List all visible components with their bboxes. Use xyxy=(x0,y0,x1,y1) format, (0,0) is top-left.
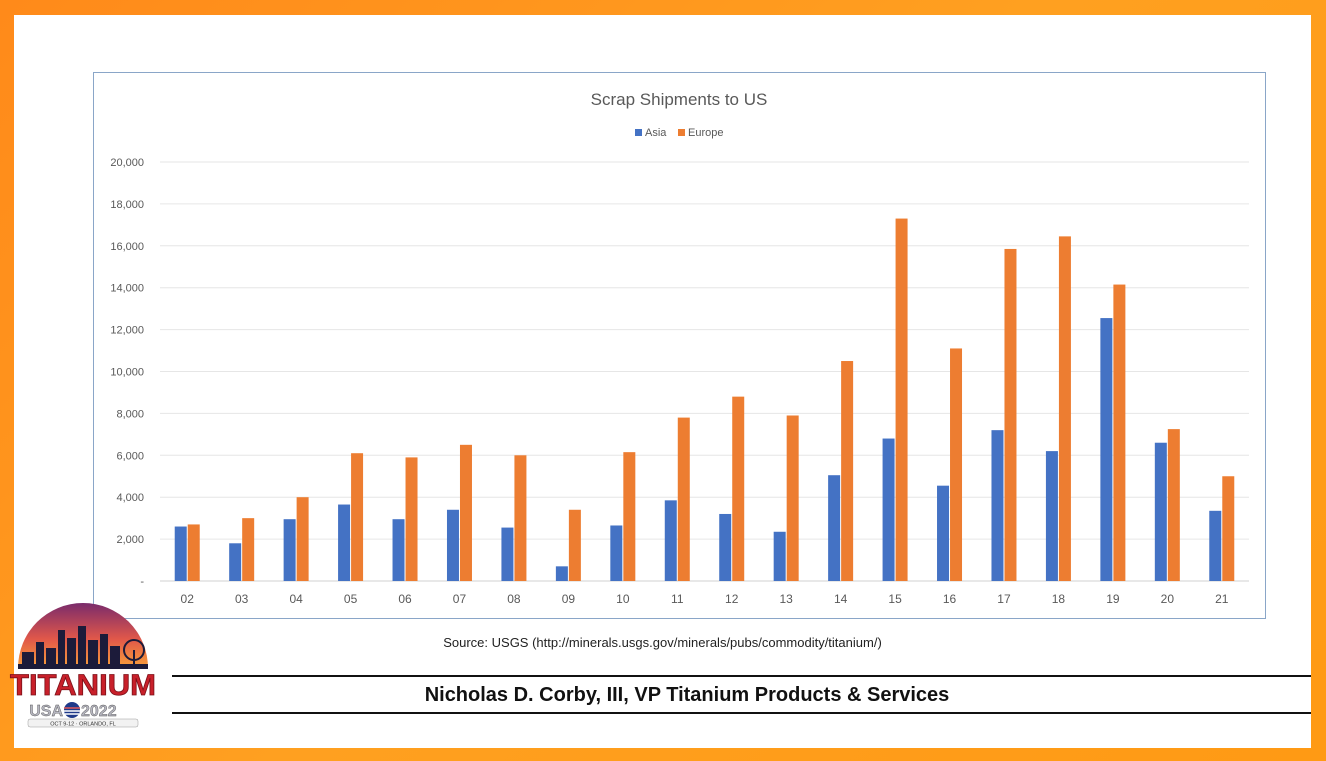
bar-asia-19 xyxy=(1100,318,1113,581)
bar-asia-10 xyxy=(610,525,623,581)
bar-asia-04 xyxy=(283,519,296,581)
flag-globe-icon xyxy=(64,702,80,718)
logo-event-left: USA xyxy=(29,703,63,720)
y-tick-label: 12,000 xyxy=(110,325,144,337)
logo-word: TITANIUM xyxy=(10,669,156,702)
x-tick-label: 19 xyxy=(1106,592,1120,606)
bar-europe-07 xyxy=(459,444,472,581)
x-tick-label: 07 xyxy=(453,592,467,606)
bar-europe-10 xyxy=(623,452,636,581)
y-tick-label: 6,000 xyxy=(116,450,144,462)
x-tick-label: 18 xyxy=(1052,592,1066,606)
bar-asia-05 xyxy=(338,504,351,581)
bar-asia-21 xyxy=(1209,510,1222,581)
divider-bottom xyxy=(172,712,1311,714)
bar-asia-14 xyxy=(828,475,841,581)
presenter-name: Nicholas D. Corby, III, VP Titanium Prod… xyxy=(424,684,950,706)
bar-europe-14 xyxy=(841,361,854,581)
chart-legend: Asia Europe xyxy=(635,127,723,139)
bar-asia-16 xyxy=(937,485,950,581)
x-tick-label: 08 xyxy=(507,592,521,606)
chart-frame: Scrap Shipments to US Asia Europe - 2,000 4… xyxy=(93,72,1266,619)
bar-europe-15 xyxy=(895,218,908,581)
legend-label: Asia xyxy=(645,127,667,139)
x-tick-label: 16 xyxy=(943,592,957,606)
bar-europe-19 xyxy=(1113,284,1126,581)
slide: Scrap Shipments to US Asia Europe - 2,000 4… xyxy=(14,15,1311,748)
skyline-icon xyxy=(18,626,148,669)
bar-chart: Scrap Shipments to US Asia Europe - 2,000 4… xyxy=(110,90,1249,606)
y-tick-label: 18,000 xyxy=(110,199,144,211)
bar-europe-12 xyxy=(732,396,745,581)
y-axis: - 2,000 4,000 6,000 8,000 10,000 12,000 14,000 1… xyxy=(110,157,144,588)
x-tick-label: 03 xyxy=(235,592,249,606)
bar-europe-13 xyxy=(786,415,799,581)
x-tick-label: 05 xyxy=(344,592,358,606)
bar-asia-13 xyxy=(773,531,786,581)
bar-asia-18 xyxy=(1045,451,1058,581)
y-tick-label: 2,000 xyxy=(116,534,144,546)
x-tick-label: 09 xyxy=(562,592,576,606)
gridlines xyxy=(160,161,1249,582)
bar-europe-21 xyxy=(1222,476,1235,581)
y-tick-label: 10,000 xyxy=(110,367,144,379)
legend-swatch xyxy=(678,129,685,136)
bars xyxy=(174,218,1235,581)
bar-europe-05 xyxy=(351,453,364,581)
bar-asia-08 xyxy=(501,527,514,581)
bar-europe-08 xyxy=(514,455,527,581)
bar-asia-17 xyxy=(991,430,1004,581)
source-note: Source: USGS (http://minerals.usgs.gov/m… xyxy=(443,635,882,650)
bar-asia-11 xyxy=(664,500,677,581)
y-tick-label: 20,000 xyxy=(110,157,144,169)
bar-europe-03 xyxy=(242,518,255,581)
y-tick-label: 8,000 xyxy=(116,408,144,420)
x-tick-label: 17 xyxy=(997,592,1011,606)
x-tick-label: 10 xyxy=(616,592,630,606)
bar-asia-09 xyxy=(555,566,568,581)
bar-asia-15 xyxy=(882,438,895,581)
legend-item-asia: Asia xyxy=(635,127,667,139)
y-tick-label: - xyxy=(140,576,144,588)
legend-label: Europe xyxy=(688,127,723,139)
bar-asia-02 xyxy=(174,526,187,581)
x-tick-label: 15 xyxy=(888,592,902,606)
logo-tagline: OCT 9-12 · ORLANDO, FL xyxy=(50,722,116,728)
y-tick-label: 4,000 xyxy=(116,492,144,504)
y-tick-label: 14,000 xyxy=(110,283,144,295)
bar-europe-18 xyxy=(1058,236,1071,581)
bar-europe-11 xyxy=(677,417,690,581)
x-tick-label: 21 xyxy=(1215,592,1229,606)
bar-europe-20 xyxy=(1167,429,1180,581)
bar-europe-04 xyxy=(296,497,309,581)
x-tick-label: 14 xyxy=(834,592,848,606)
bar-asia-20 xyxy=(1154,442,1167,581)
bar-europe-09 xyxy=(568,509,581,581)
y-tick-label: 16,000 xyxy=(110,241,144,253)
logo-event-right: 2022 xyxy=(81,703,117,720)
x-tick-label: 02 xyxy=(181,592,195,606)
bar-asia-12 xyxy=(719,513,732,581)
bar-europe-06 xyxy=(405,457,418,581)
x-tick-label: 06 xyxy=(398,592,412,606)
legend-swatch xyxy=(635,129,642,136)
bar-asia-07 xyxy=(446,509,459,581)
bar-europe-16 xyxy=(950,348,963,581)
titanium-usa-2022-logo: TITANIUM USA 2022 OCT 9-12 · ORLANDO, FL xyxy=(10,603,156,728)
bar-europe-17 xyxy=(1004,248,1017,581)
chart-title: Scrap Shipments to US xyxy=(591,90,768,109)
bar-europe-02 xyxy=(187,524,200,581)
x-tick-label: 04 xyxy=(289,592,303,606)
x-tick-label: 11 xyxy=(671,592,684,606)
x-tick-label: 12 xyxy=(725,592,739,606)
divider-top xyxy=(172,675,1311,677)
x-tick-label: 13 xyxy=(779,592,793,606)
bar-asia-03 xyxy=(229,543,242,581)
bar-asia-06 xyxy=(392,519,405,581)
x-axis: 02 03 04 05 06 07 08 09 10 11 12 13 14 15 16 17 18 19 20 21 xyxy=(181,592,1229,606)
x-tick-label: 20 xyxy=(1161,592,1175,606)
legend-item-europe: Europe xyxy=(678,127,723,139)
